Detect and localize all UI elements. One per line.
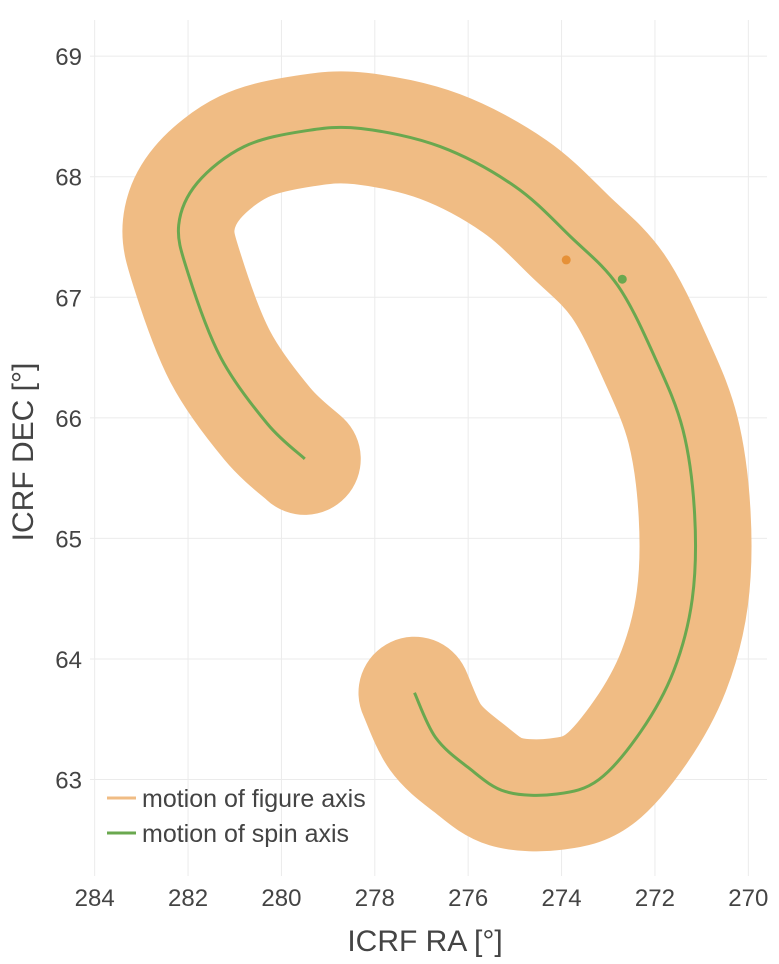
y-tick-label-69: 69: [55, 44, 82, 71]
y-tick-label-67: 67: [55, 285, 82, 312]
x-tick-label-282: 282: [168, 885, 208, 912]
current-position-markers: [561, 255, 627, 284]
x-tick-label-280: 280: [261, 885, 301, 912]
x-axis-title: ICRF RA [°]: [347, 925, 502, 958]
figure-axis-band-path: [122, 71, 752, 852]
y-tick-label-65: 65: [55, 526, 82, 553]
x-tick-label-274: 274: [542, 885, 582, 912]
spin-axis-path: [176, 125, 697, 797]
spin-axis-marker: [617, 274, 627, 284]
x-tick-label-276: 276: [448, 885, 488, 912]
spin-axis-line: [176, 125, 697, 797]
legend: motion of figure axis motion of spin axi…: [107, 785, 366, 848]
x-tick-labels: 284 282 280 278 276 274 272 270: [75, 885, 769, 912]
y-tick-labels: 63 64 65 66 67 68 69: [55, 44, 82, 794]
y-tick-label-66: 66: [55, 406, 82, 433]
x-tick-label-270: 270: [728, 885, 768, 912]
y-tick-label-64: 64: [55, 647, 82, 674]
x-tick-label-278: 278: [355, 885, 395, 912]
y-tick-label-68: 68: [55, 165, 82, 192]
y-tick-label-63: 63: [55, 768, 82, 795]
x-tick-label-272: 272: [635, 885, 675, 912]
legend-label-spin-axis: motion of spin axis: [142, 820, 349, 848]
figure-axis-marker: [561, 255, 571, 265]
figure-axis-band: [122, 71, 752, 852]
legend-label-figure-axis: motion of figure axis: [142, 785, 366, 813]
x-tick-label-284: 284: [75, 885, 115, 912]
y-axis-title: ICRF DEC [°]: [7, 363, 40, 542]
